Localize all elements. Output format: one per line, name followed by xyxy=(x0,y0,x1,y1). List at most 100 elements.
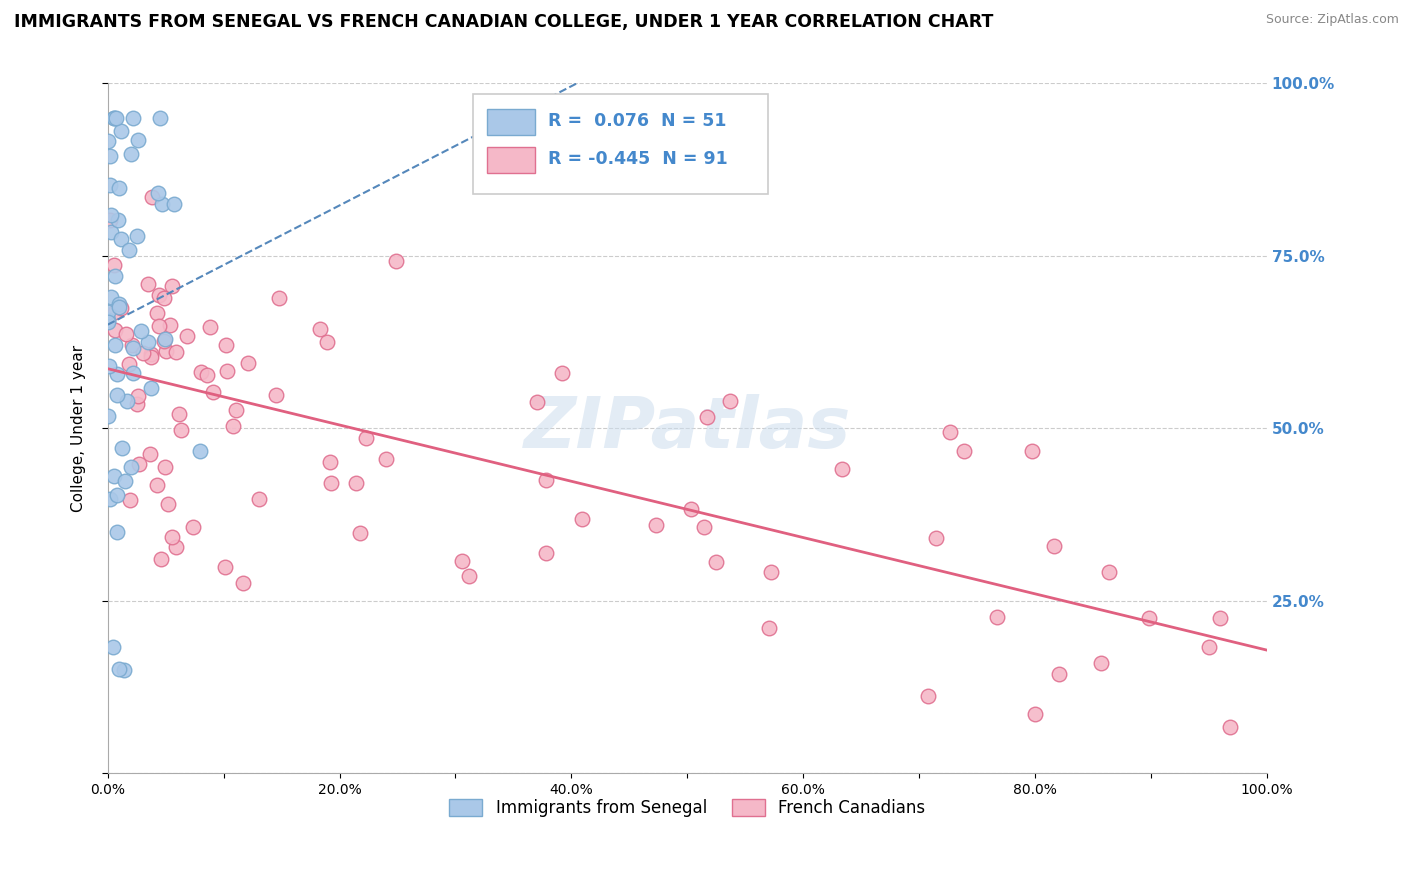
Point xyxy=(136,277,159,291)
Point xyxy=(534,473,557,487)
Point xyxy=(104,323,127,337)
Point xyxy=(1219,720,1241,734)
Point xyxy=(356,431,378,445)
Point xyxy=(758,622,780,636)
Text: IMMIGRANTS FROM SENEGAL VS FRENCH CANADIAN COLLEGE, UNDER 1 YEAR CORRELATION CHA: IMMIGRANTS FROM SENEGAL VS FRENCH CANADI… xyxy=(14,13,994,31)
Point xyxy=(107,180,129,194)
Point xyxy=(98,359,121,374)
Point xyxy=(1043,539,1066,553)
Point xyxy=(107,300,129,314)
Point xyxy=(526,394,548,409)
Point xyxy=(696,409,718,424)
Point xyxy=(141,189,163,203)
Point xyxy=(110,124,132,138)
Point xyxy=(153,332,176,346)
Point xyxy=(108,662,131,676)
Legend: Immigrants from Senegal, French Canadians: Immigrants from Senegal, French Canadian… xyxy=(443,792,932,823)
Point xyxy=(215,363,238,377)
Point xyxy=(718,393,741,408)
FancyBboxPatch shape xyxy=(472,94,768,194)
Point xyxy=(190,365,212,379)
Point xyxy=(101,640,124,654)
Point xyxy=(98,149,121,163)
Point xyxy=(319,475,342,490)
Point xyxy=(1090,656,1112,670)
Point xyxy=(266,388,288,402)
Point xyxy=(103,258,125,272)
Point xyxy=(98,491,121,506)
Point xyxy=(162,529,184,543)
Point xyxy=(534,546,557,560)
Point xyxy=(1021,444,1043,458)
Point xyxy=(551,366,574,380)
Point xyxy=(316,335,339,350)
Point xyxy=(104,111,127,125)
Point xyxy=(97,315,120,329)
Point xyxy=(155,343,177,358)
Point xyxy=(118,493,141,508)
Point xyxy=(165,344,187,359)
Point xyxy=(146,186,169,201)
Point xyxy=(831,462,853,476)
Point xyxy=(118,357,141,371)
Point xyxy=(152,291,174,305)
Point xyxy=(105,388,128,402)
Point xyxy=(200,320,222,334)
Point xyxy=(129,324,152,338)
Point xyxy=(97,409,120,423)
Text: ZIPatlas: ZIPatlas xyxy=(523,394,851,463)
Point xyxy=(118,244,141,258)
Point xyxy=(148,318,170,333)
Point xyxy=(97,313,120,327)
Point xyxy=(108,297,131,311)
Point xyxy=(139,447,162,461)
FancyBboxPatch shape xyxy=(486,147,536,173)
Point xyxy=(190,444,212,458)
Y-axis label: College, Under 1 year: College, Under 1 year xyxy=(72,345,86,512)
Point xyxy=(309,322,332,336)
Point xyxy=(100,226,122,240)
Point xyxy=(1047,667,1070,681)
Point xyxy=(148,288,170,302)
Point xyxy=(457,569,479,583)
FancyBboxPatch shape xyxy=(486,109,536,136)
Text: R =  0.076  N = 51: R = 0.076 N = 51 xyxy=(548,112,727,129)
Point xyxy=(127,389,149,403)
Point xyxy=(125,397,148,411)
Point xyxy=(759,565,782,579)
Point xyxy=(704,556,727,570)
Point xyxy=(693,519,716,533)
Point xyxy=(139,350,162,364)
Text: Source: ZipAtlas.com: Source: ZipAtlas.com xyxy=(1265,13,1399,27)
Point xyxy=(105,488,128,502)
Point xyxy=(236,356,259,370)
Point xyxy=(645,518,668,533)
Point xyxy=(450,554,472,568)
Point xyxy=(344,475,367,490)
Point xyxy=(115,326,138,341)
Point xyxy=(156,496,179,510)
Point xyxy=(374,451,396,466)
Point xyxy=(152,334,174,349)
Point xyxy=(127,228,149,243)
Point xyxy=(98,178,121,193)
Point xyxy=(225,402,247,417)
Point xyxy=(222,418,245,433)
Point xyxy=(131,346,153,360)
Point xyxy=(98,213,121,227)
Point xyxy=(111,441,134,455)
Point xyxy=(122,367,145,381)
Point xyxy=(139,347,162,361)
Point xyxy=(97,134,120,148)
Point xyxy=(114,475,136,489)
Point xyxy=(214,560,236,574)
Point xyxy=(121,338,143,352)
Point xyxy=(917,689,939,703)
Point xyxy=(103,111,125,125)
Point xyxy=(160,278,183,293)
Point xyxy=(349,525,371,540)
Point xyxy=(166,540,188,554)
Point xyxy=(120,459,142,474)
Point xyxy=(571,512,593,526)
Point xyxy=(120,147,142,161)
